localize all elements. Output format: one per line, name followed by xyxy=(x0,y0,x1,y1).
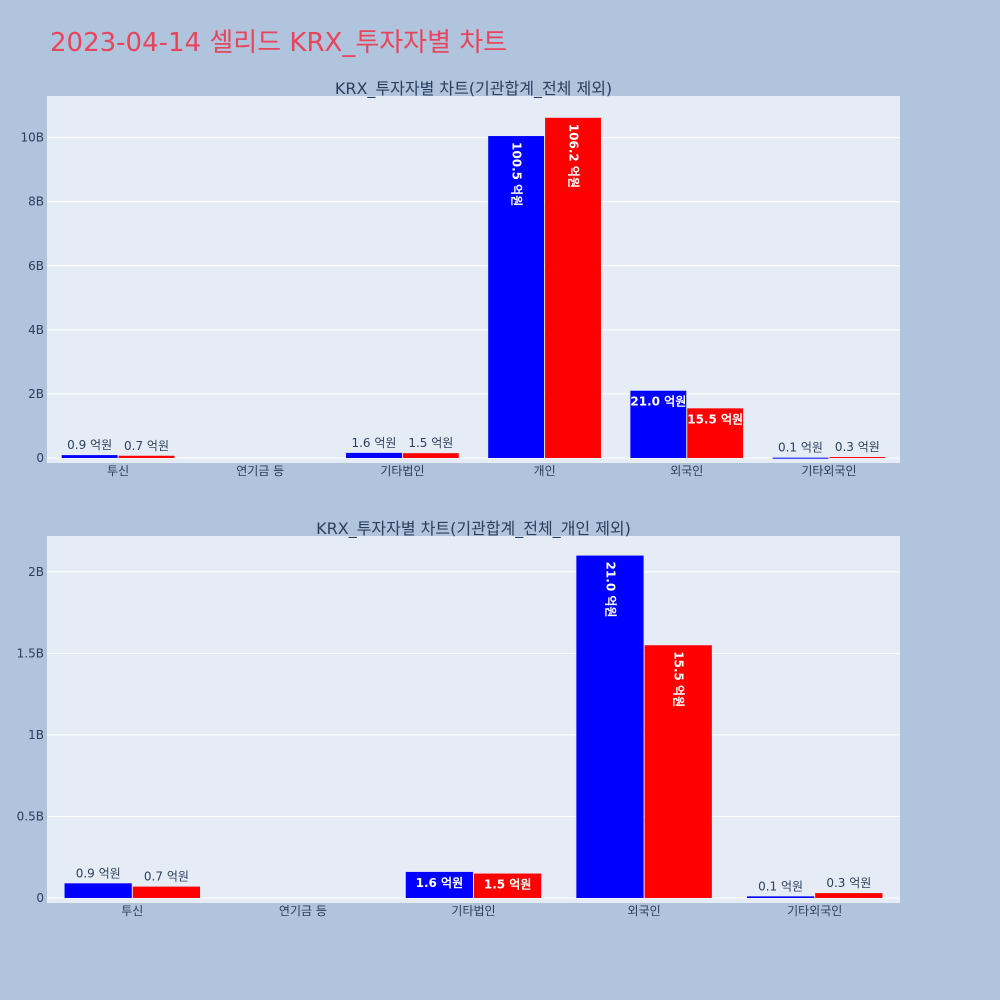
x-tick-label: 외국인 xyxy=(670,464,703,478)
bar xyxy=(346,452,402,458)
page-title: 2023-04-14 셀리드 KRX_투자자별 차트 xyxy=(50,28,508,58)
bar xyxy=(644,645,712,898)
y-tick-label: 4B xyxy=(28,323,44,337)
x-tick-label: 연기금 등 xyxy=(279,904,327,918)
y-tick-label: 6B xyxy=(28,259,44,273)
bar xyxy=(630,390,687,458)
bar xyxy=(474,873,542,898)
plot-area xyxy=(47,96,900,463)
y-tick-label: 1B xyxy=(28,728,44,742)
data-label: 0.7 억원 xyxy=(144,870,189,884)
bar xyxy=(772,457,829,459)
x-tick-label: 연기금 등 xyxy=(236,464,284,478)
data-label: 1.6 억원 xyxy=(416,876,464,890)
data-label: 15.5 억원 xyxy=(687,412,743,426)
y-tick-label: 0 xyxy=(36,451,44,465)
x-tick-label: 외국인 xyxy=(628,904,661,918)
data-label: 0.3 억원 xyxy=(835,440,880,454)
data-label: 0.1 억원 xyxy=(758,879,803,893)
bar xyxy=(61,455,118,458)
x-tick-label: 기타외국인 xyxy=(801,464,856,478)
x-tick-label: 투신 xyxy=(107,464,129,478)
data-label: 21.0 억원 xyxy=(603,562,617,618)
y-tick-label: 0 xyxy=(36,891,44,905)
y-tick-label: 2B xyxy=(28,565,44,579)
bar xyxy=(829,457,886,459)
bar xyxy=(64,883,132,898)
y-tick-label: 8B xyxy=(28,195,44,209)
x-tick-label: 개인 xyxy=(534,464,556,478)
data-label: 1.5 억원 xyxy=(408,436,453,450)
data-label: 0.9 억원 xyxy=(67,438,112,452)
data-label: 0.1 억원 xyxy=(778,441,823,455)
x-tick-label: 기타법인 xyxy=(380,464,424,478)
data-label: 0.3 억원 xyxy=(826,876,871,890)
data-label: 0.9 억원 xyxy=(76,866,121,880)
data-label: 100.5 억원 xyxy=(510,142,524,206)
plot-area xyxy=(47,536,900,903)
data-label: 21.0 억원 xyxy=(630,395,686,409)
chart-2: 0 0.5B 1B 1.5B 2B KRX_투자자별 차트(기관합계_전체_개인 제외) 투… xyxy=(17,519,900,918)
data-label: 0.7 억원 xyxy=(124,439,169,453)
bar xyxy=(118,455,175,458)
x-tick-label: 투신 xyxy=(121,904,143,918)
bar xyxy=(815,893,883,898)
x-tick-label: 기타법인 xyxy=(451,904,495,918)
chart-title: KRX_투자자별 차트(기관합계_전체 제외) xyxy=(335,79,612,99)
chart-1: 0 2B 4B 6B 8B 10B KRX_투자자별 차트(기관합계_전체 제외) 투신 0.9… xyxy=(20,79,900,478)
data-label: 1.5 억원 xyxy=(484,878,532,892)
y-tick-label: 10B xyxy=(20,131,44,145)
chart-title: KRX_투자자별 차트(기관합계_전체_개인 제외) xyxy=(316,519,631,539)
bar xyxy=(132,886,201,898)
y-tick-label: 2B xyxy=(28,387,44,401)
bar xyxy=(687,408,744,458)
data-label: 106.2 억원 xyxy=(567,124,581,188)
x-tick-label: 기타외국인 xyxy=(787,904,842,918)
bar xyxy=(746,896,815,898)
y-tick-label: 0.5B xyxy=(17,809,44,823)
data-label: 1.6 억원 xyxy=(351,436,396,450)
data-label: 15.5 억원 xyxy=(672,651,686,707)
bar xyxy=(405,871,473,898)
bar xyxy=(576,555,644,898)
bar xyxy=(402,453,459,458)
bar xyxy=(488,136,545,458)
y-tick-label: 1.5B xyxy=(17,646,44,660)
bar xyxy=(545,117,601,459)
